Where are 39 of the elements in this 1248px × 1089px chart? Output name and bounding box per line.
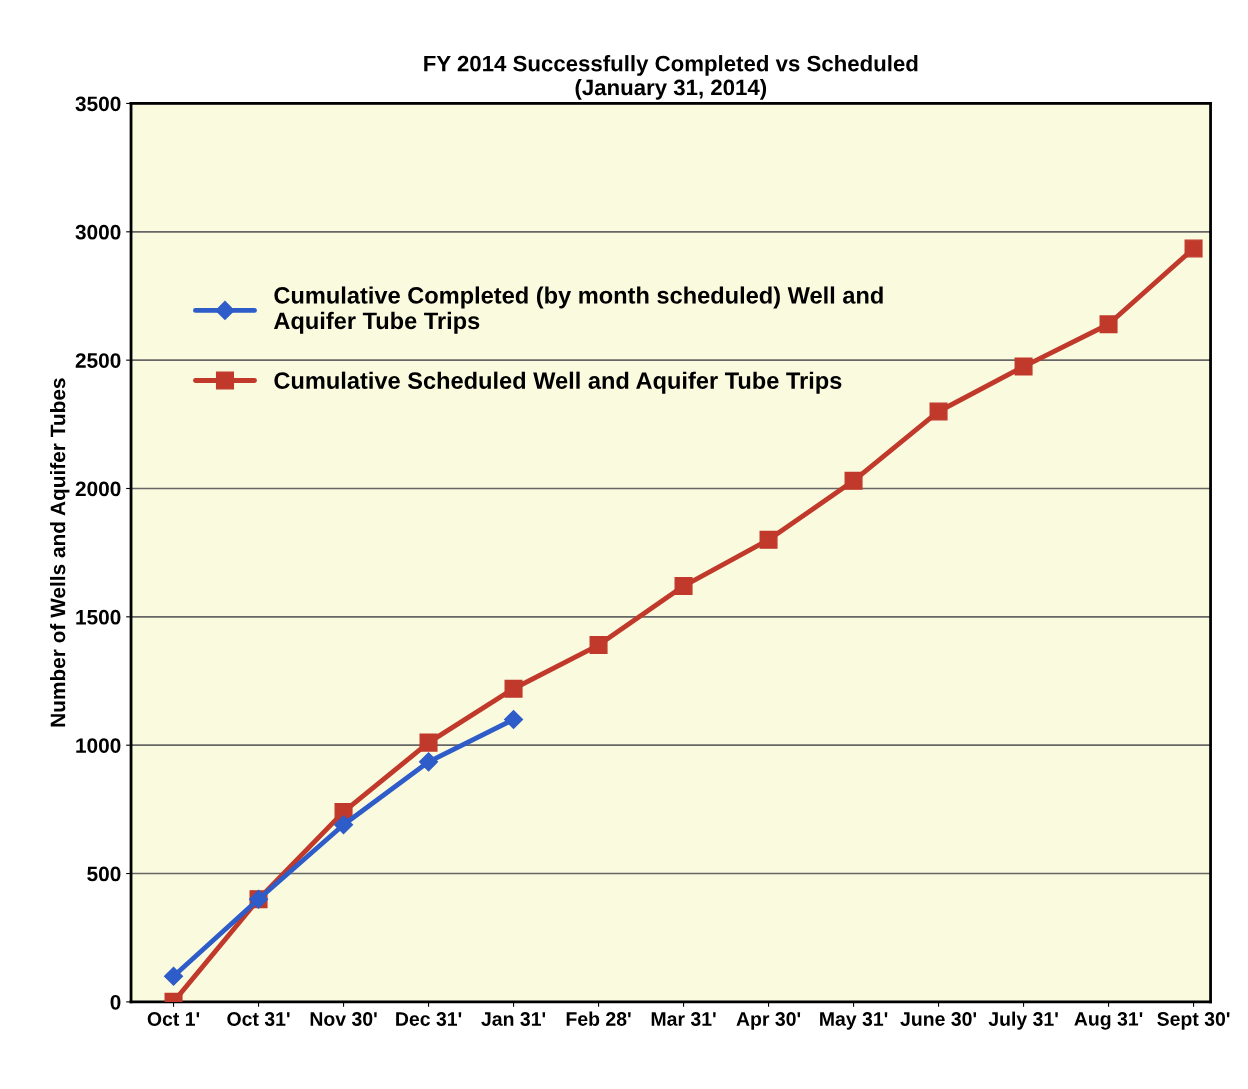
y-axis-title: Number of Wells and Aquifer Tubes (50, 378, 70, 727)
legend-label: Cumulative Completed (by month scheduled) Well and Aquifer Tube Trips (273, 286, 883, 334)
x-tick-label: Feb 28' (566, 1011, 631, 1026)
point (589, 636, 608, 655)
point (1099, 315, 1118, 334)
y-tick-label: 0 (110, 994, 121, 1010)
point (419, 733, 438, 752)
y-tick-label: 1500 (76, 609, 121, 625)
x-tick-label: July 31' (988, 1011, 1058, 1030)
x-tick-label: Oct 1' (147, 1012, 200, 1026)
point (674, 577, 693, 596)
x-tick-label: Oct 31' (227, 1012, 290, 1026)
point (419, 752, 439, 772)
legend-label: Cumulative Scheduled Well and Aquifer Tube Trips (274, 371, 842, 394)
y-tick-label: 3000 (75, 224, 121, 240)
point (1014, 357, 1033, 376)
x-tick-label: June 30' (900, 1012, 977, 1026)
y-tick-label: 500 (87, 866, 121, 882)
y-tick-label: 3500 (75, 96, 121, 112)
y-tick-label: 1000 (76, 738, 121, 753)
x-tick-label: Dec 31' (396, 1012, 462, 1026)
y-tick-label: 2500 (75, 353, 121, 368)
point (504, 709, 524, 730)
point (504, 679, 523, 698)
x-tick-label: Sept 30' (1157, 1012, 1230, 1030)
x-tick-label: Nov 30' (310, 1012, 377, 1026)
point (929, 402, 948, 421)
point (844, 471, 863, 490)
y-tick-label: 2000 (75, 481, 121, 497)
point (759, 530, 778, 549)
x-tick-label: Jan 31' (481, 1012, 546, 1026)
point (1184, 239, 1203, 258)
point (334, 815, 354, 835)
x-tick-label: May 31' (820, 1012, 888, 1030)
x-tick-label: Aug 31' (1074, 1012, 1143, 1030)
point (164, 966, 184, 986)
x-tick-label: Mar 31' (651, 1012, 716, 1026)
x-tick-label: Apr 30' (736, 1012, 801, 1030)
chart-title: FY 2014 Successfully Completed vs Scheduled (January 31, 2014) (424, 55, 918, 100)
